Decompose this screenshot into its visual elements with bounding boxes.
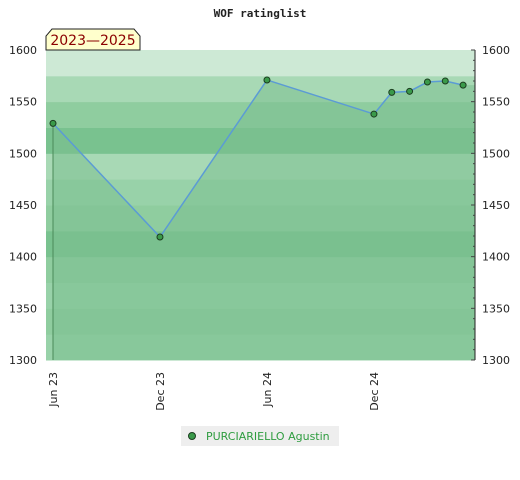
y-tick-label-left: 1300	[9, 354, 37, 367]
data-point	[49, 119, 57, 127]
data-point	[388, 88, 396, 96]
x-tick-label: Dec 23	[154, 372, 167, 411]
y-tick-label-right: 1300	[482, 354, 510, 367]
data-point	[406, 87, 414, 95]
data-point	[423, 78, 431, 86]
series-area	[53, 79, 475, 360]
y-tick-label-right: 1450	[482, 199, 510, 212]
y-tick-label-right: 1600	[482, 44, 510, 57]
year-badge-text: 2023—2025	[50, 33, 135, 49]
data-marks	[49, 76, 467, 241]
background-band	[46, 50, 475, 77]
x-tick-label: Jun 23	[47, 372, 60, 408]
y-tick-label-left: 1600	[9, 44, 37, 57]
y-tick-label-right: 1350	[482, 302, 510, 315]
y-tick-label-left: 1550	[9, 96, 37, 109]
x-tick-label: Dec 24	[368, 372, 381, 411]
data-point	[156, 233, 164, 241]
x-tick-label: Jun 24	[261, 372, 274, 408]
data-point	[459, 81, 467, 89]
data-point	[263, 76, 271, 84]
data-point	[441, 77, 449, 85]
y-tick-label-left: 1400	[9, 251, 37, 264]
year-badge: 2023—2025	[45, 28, 141, 51]
legend-marker	[188, 432, 196, 440]
legend: PURCIARIELLO Agustin	[181, 426, 339, 446]
y-tick-label-right: 1400	[482, 251, 510, 264]
chart-title: WOF ratinglist	[214, 7, 307, 20]
y-tick-label-left: 1350	[9, 302, 37, 315]
legend-series-name: PURCIARIELLO Agustin	[206, 429, 330, 443]
data-point	[370, 110, 378, 118]
y-tick-label-right: 1500	[482, 147, 510, 160]
axes: 1300 1300 1350 1350 1400 1400 1450 1450 1500 1500…	[9, 44, 510, 411]
y-tick-label-left: 1450	[9, 199, 37, 212]
y-tick-label-left: 1500	[9, 147, 37, 160]
y-tick-label-right: 1550	[482, 96, 510, 109]
